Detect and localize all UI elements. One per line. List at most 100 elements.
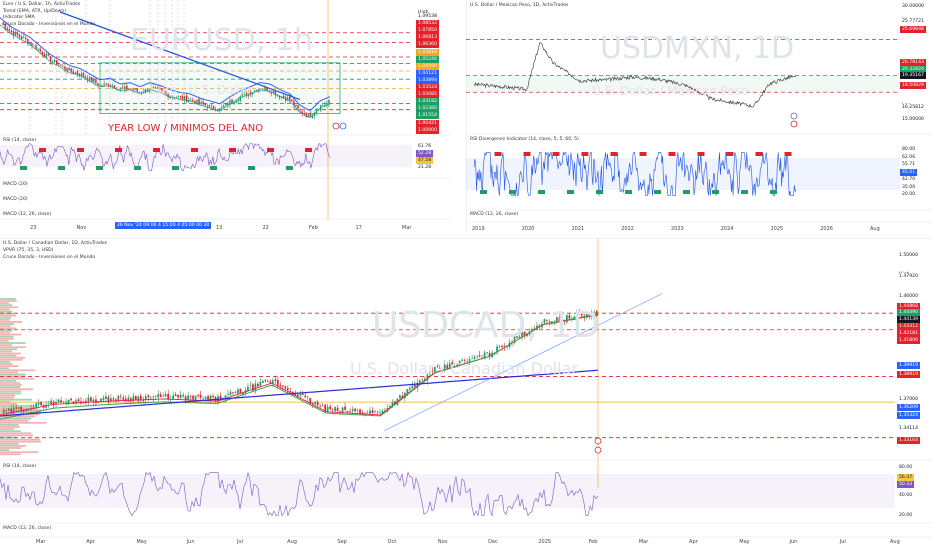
eurusd-price-tag-6: 1.05240 [416,55,439,63]
usdcad-flag-icon [594,446,602,454]
usdcad-indicator-2[interactable]: Cruce Dorado - Inversiones en el Mundo [3,255,96,260]
usdcad-candle [401,395,404,399]
usdcad-candle [513,335,516,343]
usdcad-candle [558,317,561,321]
usdmxn-rsi-label[interactable]: RSI Divergence Indicator (14, close, 5, … [470,137,579,142]
eurusd-macd-label-1[interactable]: MACD (20) [3,182,28,187]
eurusd-macd-label-3[interactable]: MACD (12, 26, close) [3,212,52,217]
usdcad-candle [369,410,371,414]
eurusd-trendline [59,11,301,101]
usdcad-vpvr-bar [0,298,17,300]
eurusd-pane[interactable]: EURUSD, 1h Euro / U.S. Dollar Euro / U.S… [0,0,451,232]
usdmxn-pane[interactable]: USDMXN, 1D U.S. Dollar / Mexican Peso U.… [466,0,932,232]
eurusd-price-tag-7: 1.04590 [416,62,439,70]
eurusd-macd-label-2[interactable]: MACD (20) [3,197,28,202]
usdcad-candle [334,407,337,412]
eurusd-candle [132,88,134,90]
usdcad-candle [433,366,436,372]
usdcad-candle [149,397,152,399]
eurusd-candle [84,76,87,78]
usdmxn-x-label-8: Aug [870,226,880,232]
usdcad-candle [97,402,100,403]
usdcad-vpvr-bar [0,337,14,340]
eurusd-candle [192,99,194,102]
eurusd-candle [163,90,165,92]
usdcad-candle [249,385,252,386]
eurusd-candle [78,73,81,76]
usdcad-title: U.S. Dollar / Canadian Dollar, 1D, Activ… [3,241,108,246]
usdmxn-price-tag-1: 25.77721 [900,18,926,25]
usdcad-candle [252,384,254,391]
eurusd-candle [295,104,297,107]
usdcad-candle [518,336,521,339]
usdmxn-signal-badge [741,190,748,194]
usdcad-vpvr-bar [0,361,11,363]
usdcad-candle [134,395,137,400]
eurusd-signal-badge [58,166,65,170]
usdmxn-macd-label[interactable]: MACD (12, 26, close) [470,212,519,217]
usdcad-candle [266,380,269,382]
eurusd-price-tag-5: 1.05816 [416,48,439,56]
usdcad-candle [376,411,379,413]
eurusd-candle [258,89,260,93]
eurusd-candle [322,105,324,106]
eurusd-candle [223,105,225,108]
usdcad-candle [321,405,324,406]
usdcad-candle [219,395,222,400]
eurusd-chart-svg[interactable] [0,0,451,232]
eurusd-indicator-1[interactable]: Trend (EMA, ATR, Up/Down) [3,9,67,14]
eurusd-candle [303,113,305,115]
eurusd-candle [88,76,91,81]
eurusd-price-tag-16: 1.00000 [416,126,439,134]
usdcad-vpvr-bar [0,415,36,418]
eurusd-indicator-3[interactable]: Cruce Dorado - Inversiones en el Mundo [3,22,96,27]
usdcad-rsi-label[interactable]: RSI (14, close) [3,464,37,469]
usdcad-ma-navy [0,369,599,417]
usdcad-candle [105,396,107,399]
eurusd-rsi-label[interactable]: RSI (14, close) [3,138,37,143]
eurusd-candle [144,88,147,93]
eurusd-indicator-2[interactable]: Indicator SMA [3,15,35,20]
eurusd-candle [233,102,235,104]
usdcad-candle [399,395,401,399]
usdcad-candle [279,384,282,387]
usdcad-vpvr-bar [0,440,42,443]
usdcad-vpvr-bar [0,356,26,359]
eurusd-x-label-8: Mar [402,225,412,231]
usdmxn-chart-svg[interactable] [466,0,932,232]
eurusd-candle [47,54,50,56]
eurusd-candle [76,71,79,75]
usdcad-vpvr-bar [0,438,40,441]
usdcad-rsi-band [0,474,895,508]
eurusd-candle [39,48,41,52]
eurusd-x-label-6: Feb [309,225,318,231]
usdcad-candle [234,392,237,394]
eurusd-x-label-5: 22 [262,225,269,231]
eurusd-candle [317,109,320,111]
usdcad-candle [511,341,513,343]
usdcad-pane[interactable]: USDCAD, 1D U.S. Dollar / Canadian Dollar… [0,238,932,550]
usdcad-vpvr-bar [0,371,19,374]
usdcad-vpvr-bar [0,314,17,317]
usdcad-candle [70,398,72,401]
usdmxn-signal-badge [625,190,632,194]
eurusd-price-tag-15: 1.00421 [416,119,439,127]
usdmxn-signal-badge [683,190,690,194]
eurusd-candle [74,72,77,74]
eurusd-candle [270,92,272,94]
usdmxn-title: U.S. Dollar / Mexican Peso, 1D, ActivTra… [470,3,569,8]
eurusd-candle [62,65,64,67]
usdcad-price-tag-8: 1.41806 [897,337,920,344]
eurusd-candle [101,85,103,87]
usdmxn-signal-badge [784,152,792,156]
eurusd-x-label-4: 13 [216,225,223,231]
eurusd-signal-badge [248,166,255,170]
usdcad-indicator-1[interactable]: VPVR (75, 35, 3, USD) [3,248,54,253]
usdcad-vpvr-bar [0,333,22,336]
usdcad-candle [17,407,20,409]
usdmxn-flag-icon [790,120,798,128]
usdcad-candle [179,394,182,398]
usdcad-chart-svg[interactable] [0,238,932,550]
usdcad-macd-label[interactable]: MACD (12, 26, close) [3,526,52,531]
usdmxn-signal-badge [610,152,618,156]
